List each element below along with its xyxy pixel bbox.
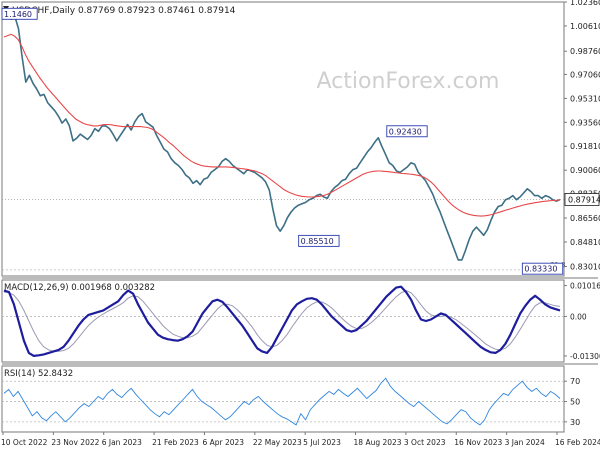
price-bars xyxy=(3,11,561,261)
watermark: ActionForex.com xyxy=(317,69,500,94)
macd-plot xyxy=(3,285,561,357)
price-annotation: 1.1460 xyxy=(1,7,38,20)
rsi-axis: 70 50 30 xyxy=(564,377,580,427)
price-tick-label: 0.98760 xyxy=(570,47,600,56)
time-tick-label: 22 May 2023 xyxy=(253,438,302,447)
moving-average-line xyxy=(3,33,561,217)
rsi-title: RSI(14) 52.8432 xyxy=(4,369,73,379)
price-annotation: 0.85510 xyxy=(298,234,340,247)
time-tick-label: 6 Jan 2023 xyxy=(102,438,142,447)
last-price-box xyxy=(564,193,600,206)
rsi-line xyxy=(3,377,561,426)
price-plot: 0.87914 xyxy=(3,11,600,261)
time-tick-label: 18 Aug 2023 xyxy=(354,438,402,447)
time-tick-label: 16 Feb 2024 xyxy=(555,438,600,447)
time-tick-label: 16 Nov 2023 xyxy=(454,438,502,447)
last-price-text: 0.87914 xyxy=(568,196,600,205)
symbol-line: USDCHF,Daily 0.87769 0.87923 0.87461 0.8… xyxy=(12,6,236,16)
time-tick-label: 21 Feb 2023 xyxy=(152,438,199,447)
price-tick-label: 0.83010 xyxy=(570,263,600,272)
time-axis: 10 Oct 2022 23 Nov 2022 6 Jan 2023 21 Feb 2… xyxy=(1,432,600,447)
price-annotation: 0.83330 xyxy=(521,262,564,275)
time-tick-label: 23 Nov 2022 xyxy=(51,438,99,447)
macd-axis: 0.010166 0.00 -0.013006 xyxy=(564,282,600,361)
rsi-plot xyxy=(3,377,561,426)
price-annotations: 1.1460 0.85510 0.92430 0.83330 xyxy=(1,7,564,275)
macd-title: MACD(12,26,9) 0.001968 0.003282 xyxy=(4,283,155,293)
rsi-tick-label: 70 xyxy=(570,377,580,386)
last-price-label: 0.87914 xyxy=(564,193,600,206)
time-tick-label: 3 Oct 2023 xyxy=(404,438,446,447)
annotation-box xyxy=(298,234,340,247)
annotation-box xyxy=(1,7,38,20)
rsi-tick-label: 30 xyxy=(570,418,580,427)
panel-frame xyxy=(1,365,565,433)
macd-signal-line xyxy=(3,290,561,352)
price-tick-label: 0.91810 xyxy=(570,142,600,151)
annotation-label: 0.83330 xyxy=(524,265,557,274)
rsi-tick-label: 50 xyxy=(570,398,580,407)
price-tick-label: 1.02360 xyxy=(570,0,600,7)
annotation-box xyxy=(386,125,428,138)
macd-tick-label: 0.010166 xyxy=(570,282,600,291)
price-tick-label: 1.00610 xyxy=(570,22,600,31)
time-tick-label: 5 Jul 2023 xyxy=(303,438,341,447)
annotation-label: 0.85510 xyxy=(301,237,334,246)
panel-frames xyxy=(1,1,598,433)
annotation-label: 0.92430 xyxy=(389,127,422,136)
price-tick-label: 0.95310 xyxy=(570,94,600,103)
price-tick-label: 0.97060 xyxy=(570,70,600,79)
macd-tick-label: 0.00 xyxy=(570,312,587,321)
annotation-box xyxy=(521,262,564,275)
time-tick-label: 10 Oct 2022 xyxy=(1,438,48,447)
panel-frame xyxy=(1,279,565,363)
macd-tick-label: -0.013006 xyxy=(570,352,600,361)
price-tick-label: 0.84810 xyxy=(570,238,600,247)
grid-lines: 61.8 xyxy=(2,199,566,423)
time-tick-label: 3 Jan 2024 xyxy=(505,438,545,447)
macd-line xyxy=(3,285,561,357)
panel-frame xyxy=(1,1,565,277)
annotation-label: 1.1460 xyxy=(4,10,32,19)
price-tick-label: 0.90060 xyxy=(570,166,600,175)
price-annotation: 0.92430 xyxy=(386,125,428,138)
price-tick-label: 0.86560 xyxy=(570,214,600,223)
time-tick-label: 6 Apr 2023 xyxy=(202,438,244,447)
price-tick-label: 0.93560 xyxy=(570,118,600,127)
